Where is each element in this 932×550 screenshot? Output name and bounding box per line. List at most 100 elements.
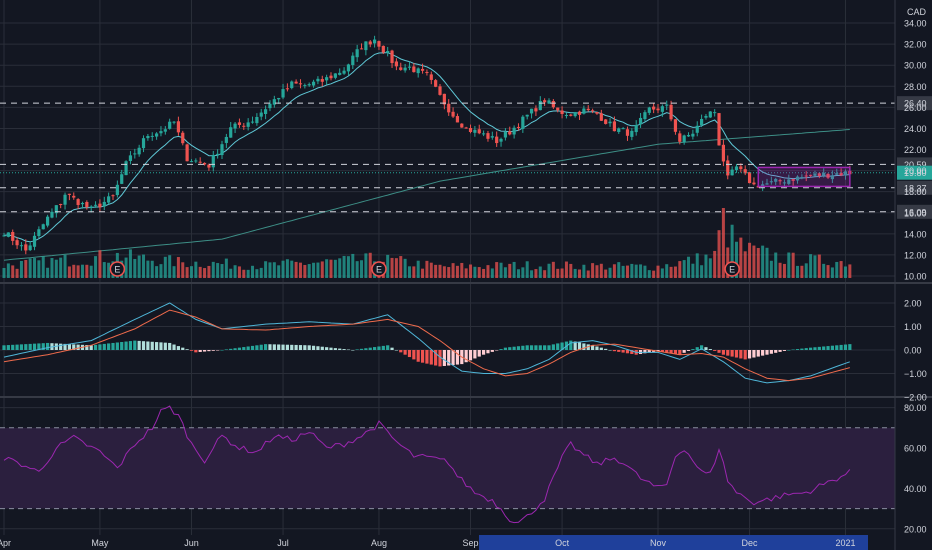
- volume-bar: [669, 266, 673, 278]
- candle-body: [264, 109, 268, 114]
- candle-body: [120, 174, 124, 184]
- volume-bar: [2, 267, 6, 278]
- horizontal-level-tag: [897, 204, 932, 219]
- consolidation-box: [757, 166, 851, 188]
- rsi-band-layer: [0, 427, 895, 510]
- volume-bar: [660, 268, 664, 278]
- macd-histogram-bar: [708, 349, 712, 350]
- volume-layer: [2, 208, 852, 278]
- volume-bar: [512, 261, 516, 278]
- candle-body: [591, 110, 595, 112]
- volume-bar: [351, 253, 355, 278]
- candle-body: [381, 45, 385, 53]
- candle-body: [107, 196, 111, 203]
- horizontal-level-label: 16.09: [904, 207, 927, 217]
- macd-histogram-bar: [294, 344, 298, 350]
- macd-histogram-bar: [717, 350, 721, 353]
- volume-bar: [142, 254, 146, 278]
- volume-bar: [708, 258, 712, 278]
- volume-bar: [656, 265, 660, 278]
- candle-body: [320, 79, 324, 82]
- candle-body: [111, 195, 115, 197]
- candle-body: [250, 121, 255, 123]
- candle-body: [285, 88, 289, 90]
- macd-histogram-bar: [98, 344, 102, 350]
- candle-body: [826, 173, 830, 178]
- candle-body: [425, 71, 429, 73]
- candle-body: [577, 111, 582, 115]
- candle-body: [774, 178, 778, 182]
- volume-bar: [80, 264, 84, 278]
- candle-body: [473, 129, 477, 133]
- volume-bar: [595, 265, 599, 278]
- candle-body: [359, 48, 364, 50]
- rsi-axis-tick-label: 60.00: [904, 444, 927, 454]
- macd-histogram-bar: [63, 343, 67, 350]
- volume-bar: [312, 262, 316, 278]
- volume-bar: [185, 267, 189, 278]
- volume-bar: [46, 267, 50, 278]
- macd-histogram-bar: [656, 350, 660, 352]
- candle-body: [150, 135, 154, 137]
- candle-body: [329, 75, 333, 79]
- volume-bar: [416, 260, 420, 278]
- macd-histogram-bar: [207, 350, 211, 352]
- volume-bar: [543, 270, 547, 278]
- candle-body: [660, 106, 664, 112]
- volume-bar: [678, 261, 682, 278]
- volume-bar: [390, 257, 394, 278]
- candle-body: [159, 131, 163, 134]
- candle-body: [268, 103, 272, 109]
- candle-body: [769, 181, 773, 183]
- candle-body: [495, 136, 499, 144]
- macd-histogram-bar: [386, 345, 390, 350]
- volume-bar: [11, 265, 15, 278]
- macd-axis-tick-label: −2.00: [904, 393, 927, 403]
- candle-body: [259, 112, 263, 117]
- macd-histogram-bar: [111, 342, 115, 350]
- macd-histogram-bar: [525, 345, 529, 350]
- volume-bar: [782, 263, 786, 278]
- macd-histogram-bar: [778, 350, 782, 352]
- earnings-marker: [371, 261, 387, 277]
- candle-body: [54, 205, 58, 214]
- candle-body: [198, 161, 202, 163]
- volume-bar: [72, 264, 76, 278]
- macd-histogram-bar: [220, 350, 224, 351]
- candle-body: [739, 166, 743, 170]
- candle-body: [233, 123, 237, 129]
- macd-histogram-bar: [189, 350, 194, 351]
- price-axis-tick-label: 20.00: [904, 166, 927, 176]
- candle-body: [573, 112, 577, 117]
- volume-bar: [508, 263, 512, 278]
- macd-histogram-bar: [743, 350, 747, 360]
- macd-histogram-bar: [726, 350, 730, 356]
- volume-bar: [124, 257, 128, 278]
- candle-body: [6, 232, 10, 237]
- macd-histogram-bar: [93, 344, 98, 350]
- candle-body: [59, 203, 63, 205]
- macd-histogram-bar: [761, 350, 765, 356]
- macd-histogram-bar: [15, 344, 19, 350]
- horizontal-level-label: 18.37: [904, 183, 927, 193]
- candle-body: [220, 144, 224, 156]
- candle-body: [822, 172, 826, 176]
- volume-bar: [787, 252, 791, 278]
- candle-body: [486, 133, 490, 139]
- candle-body: [41, 224, 45, 230]
- macd-histogram-bar: [695, 347, 699, 350]
- macd-histogram-bar: [281, 344, 285, 350]
- macd-histogram-bar: [359, 348, 364, 350]
- candle-body: [560, 110, 564, 115]
- candle-body: [368, 41, 372, 45]
- candle-body: [508, 131, 512, 135]
- candle-body: [630, 130, 634, 137]
- volume-bar: [713, 250, 717, 278]
- candle-body: [155, 133, 159, 137]
- candle-body: [85, 201, 89, 208]
- volume-bar: [578, 269, 582, 278]
- macd-histogram-bar: [721, 350, 725, 355]
- macd-histogram-bar: [67, 344, 71, 350]
- macd-histogram-bar: [285, 344, 289, 350]
- volume-bar: [211, 261, 215, 278]
